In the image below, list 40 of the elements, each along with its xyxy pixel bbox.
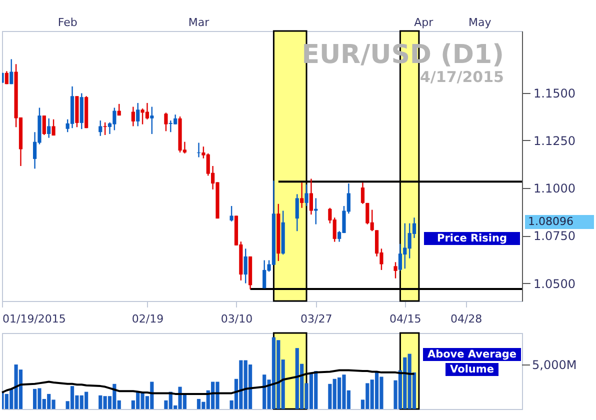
candlestick — [360, 182, 365, 204]
x2-tick-label: Feb — [58, 16, 78, 29]
candlestick — [10, 58, 14, 85]
candlestick — [244, 248, 248, 284]
x-tick-label: 03/27 — [300, 312, 332, 326]
candlestick — [136, 102, 140, 127]
y-tick-label: 1.0750 — [534, 229, 576, 244]
text: 4/17/2015 — [420, 68, 504, 86]
y-tick-label: 1.0500 — [534, 276, 576, 291]
text: 5,000M — [532, 358, 577, 372]
candlestick — [4, 70, 8, 85]
x2-tick-label: May — [468, 16, 492, 29]
annotation: Price Rising — [437, 232, 507, 244]
y-tick-label: 1.1250 — [534, 134, 576, 148]
candlestick — [304, 184, 308, 207]
text: 1.08096 — [528, 215, 574, 228]
x-tick-label: 03/10 — [220, 312, 253, 326]
candlestick — [394, 262, 398, 279]
x-tick-label: 04/28 — [450, 312, 482, 326]
candlestick — [300, 182, 304, 208]
x2-tick-label: Apr — [414, 16, 434, 29]
candlestick — [47, 118, 51, 138]
candlestick — [295, 194, 299, 232]
candlestick — [98, 120, 102, 137]
candlestick — [42, 114, 46, 136]
bar — [196, 398, 201, 409]
candlestick — [103, 122, 107, 136]
x-tick-label: 04/15 — [390, 312, 422, 326]
y-tick-label: 1.1000 — [534, 182, 576, 196]
candlestick — [150, 106, 154, 135]
candlestick — [131, 106, 135, 127]
y-tick-label: 1.1500 — [534, 86, 576, 100]
candlestick — [309, 178, 313, 216]
annotation: Above Average Volume — [427, 348, 517, 376]
candlestick — [230, 205, 234, 222]
candlestick — [164, 112, 168, 132]
x-tick-label: 02/19 — [132, 312, 164, 326]
x-tick-label: 01/19/2015 — [2, 312, 66, 326]
candlestick — [52, 118, 56, 136]
x2-tick-label: Mar — [188, 16, 210, 29]
